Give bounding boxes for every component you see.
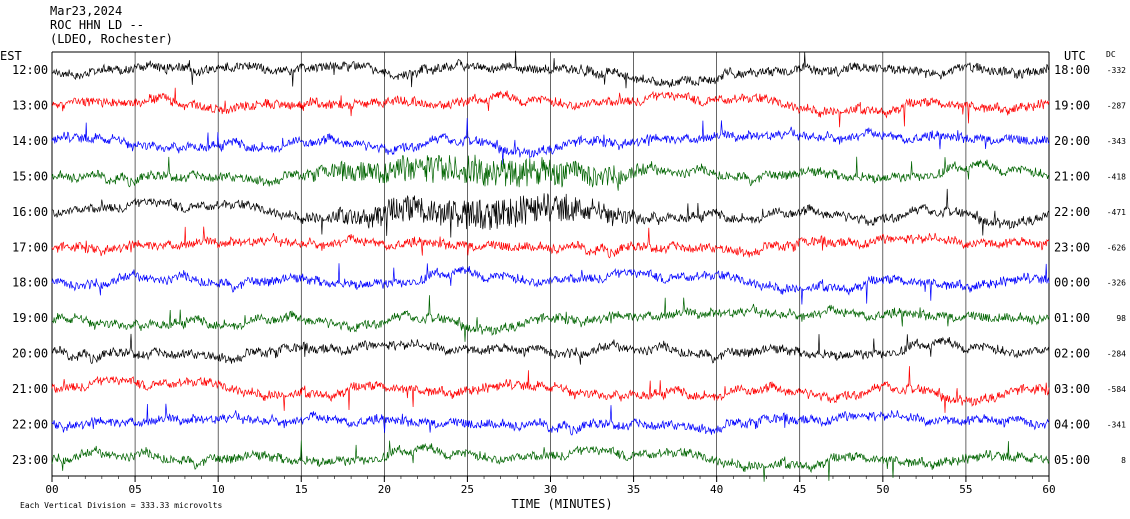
utc-time-label: 02:00 (1054, 347, 1090, 361)
est-time-label: 20:00 (12, 347, 48, 361)
x-tick-label: 45 (793, 483, 806, 496)
axis-layer: EST UTC DC TIME (MINUTES) Each Vertical … (0, 49, 1126, 511)
seismic-trace (51, 154, 1049, 191)
dc-offset-label: -418 (1107, 172, 1126, 181)
seismic-trace (51, 333, 1050, 365)
x-tick-label: 30 (544, 483, 557, 496)
dc-offset-label: -584 (1107, 385, 1126, 394)
dc-offset-label: -626 (1107, 243, 1126, 252)
utc-time-label: 18:00 (1054, 63, 1090, 77)
network-label: (LDEO, Rochester) (50, 32, 173, 46)
left-axis-label: EST (0, 49, 22, 63)
seismic-trace (51, 263, 1050, 305)
est-time-label: 23:00 (12, 453, 48, 467)
dc-header: DC (1106, 50, 1116, 59)
seismic-trace (51, 226, 1050, 259)
grid-layer (51, 51, 1050, 482)
utc-time-label: 23:00 (1054, 240, 1090, 254)
utc-time-label: 22:00 (1054, 205, 1090, 219)
x-tick-label: 60 (1042, 483, 1055, 496)
dc-offset-label: -341 (1107, 421, 1126, 430)
trace-layer (51, 50, 1050, 482)
dc-offset-label: -343 (1107, 137, 1126, 146)
x-tick-label: 00 (45, 483, 58, 496)
est-time-label: 17:00 (12, 240, 48, 254)
utc-time-label: 01:00 (1054, 311, 1090, 325)
utc-time-label: 19:00 (1054, 98, 1090, 112)
est-time-label: 18:00 (12, 276, 48, 290)
utc-time-label: 05:00 (1054, 453, 1090, 467)
utc-time-label: 03:00 (1054, 382, 1090, 396)
dc-offset-label: 98 (1116, 314, 1126, 323)
est-time-label: 15:00 (12, 169, 48, 183)
seismic-trace (51, 50, 1050, 89)
est-time-label: 12:00 (12, 63, 48, 77)
dc-offset-label: -287 (1107, 101, 1126, 110)
est-time-label: 22:00 (12, 418, 48, 432)
seismic-trace (51, 295, 1050, 342)
right-axis-label: UTC (1064, 49, 1086, 63)
date-label: Mar23,2024 (50, 4, 123, 18)
dc-offset-label: -471 (1107, 208, 1126, 217)
est-time-label: 16:00 (12, 205, 48, 219)
seismic-trace (51, 117, 1050, 165)
est-time-label: 14:00 (12, 134, 48, 148)
x-tick-label: 55 (959, 483, 972, 496)
est-time-label: 21:00 (12, 382, 48, 396)
station-label: ROC HHN LD -- (50, 18, 144, 32)
utc-time-label: 04:00 (1054, 418, 1090, 432)
seismic-trace (51, 87, 1050, 128)
est-time-label: 19:00 (12, 311, 48, 325)
seismic-trace (51, 403, 1050, 436)
seismic-trace (51, 366, 1050, 413)
x-tick-label: 25 (461, 483, 474, 496)
x-axis-label: TIME (MINUTES) (511, 497, 612, 511)
x-tick-label: 40 (710, 483, 723, 496)
utc-time-label: 20:00 (1054, 134, 1090, 148)
x-tick-label: 20 (378, 483, 391, 496)
utc-time-label: 00:00 (1054, 276, 1090, 290)
est-time-label: 13:00 (12, 98, 48, 112)
x-tick-label: 05 (128, 483, 141, 496)
dc-offset-label: -332 (1107, 66, 1126, 75)
dc-offset-label: -284 (1107, 350, 1126, 359)
x-tick-label: 35 (627, 483, 640, 496)
x-tick-label: 10 (212, 483, 225, 496)
dc-offset-label: -326 (1107, 279, 1126, 288)
x-tick-label: 15 (295, 483, 308, 496)
seismic-trace (51, 440, 1050, 482)
dc-offset-label: 8 (1121, 456, 1126, 465)
scale-note: Each Vertical Division = 333.33 microvol… (20, 501, 222, 510)
x-tick-label: 50 (876, 483, 889, 496)
utc-time-label: 21:00 (1054, 169, 1090, 183)
seismic-trace (51, 188, 1050, 238)
